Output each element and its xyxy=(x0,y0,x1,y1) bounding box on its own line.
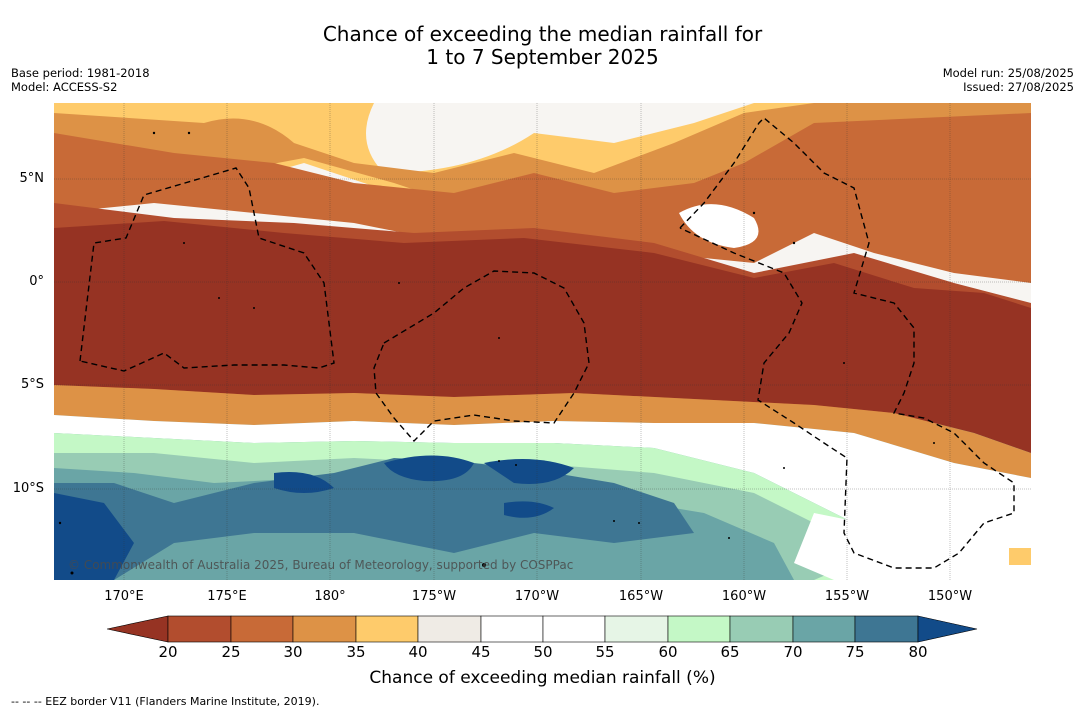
map-transition-orange xyxy=(54,385,1031,478)
lat-label-10s: 10°S xyxy=(12,481,44,496)
colorbar-tick-25: 25 xyxy=(221,643,241,661)
map-area-75-80 xyxy=(54,458,694,580)
lon-label-170e: 170°E xyxy=(104,589,144,604)
base-period: Base period: 1981-2018 xyxy=(11,66,150,80)
colorbar-label: Chance of exceeding median rainfall (%) xyxy=(369,668,716,688)
colorbar-tick-60: 60 xyxy=(658,643,678,661)
colorbar-bin-50-55 xyxy=(542,615,606,643)
lon-label-175e: 175°E xyxy=(207,589,247,604)
map-area-above-80-small xyxy=(274,472,334,493)
colorbar-bin-60-65 xyxy=(667,615,731,643)
map-pocket-white xyxy=(679,204,759,248)
graticule xyxy=(54,103,1031,580)
map-area-above-80-east xyxy=(484,459,574,484)
map-area-southeast-orange xyxy=(1009,548,1031,565)
lon-label-150w: 150°W xyxy=(927,589,973,604)
map-title-line1: Chance of exceeding the median rainfall … xyxy=(322,22,763,46)
lat-label-0: 0° xyxy=(29,274,44,289)
map-title-line2: 1 to 7 September 2025 xyxy=(426,45,659,69)
map-area-25-30 xyxy=(54,113,1031,283)
lon-label-160w: 160°W xyxy=(721,589,767,604)
colorbar-tick-75: 75 xyxy=(845,643,865,661)
colorbar-extend-high xyxy=(917,615,978,643)
colorbar-bin-75-80 xyxy=(854,615,919,643)
colorbar-bin-55-60 xyxy=(604,615,669,643)
colorbar-tick-65: 65 xyxy=(720,643,740,661)
meta-left: Base period: 1981-2018 Model: ACCESS-S2 xyxy=(11,66,150,94)
map-area-above-80-south xyxy=(504,501,554,518)
map-area-above-80-west xyxy=(54,493,134,580)
lon-label-175w: 175°W xyxy=(411,589,457,604)
colorbar-bin-25-30 xyxy=(230,615,294,643)
colorbar-tick-35: 35 xyxy=(346,643,366,661)
colorbar-tick-50: 50 xyxy=(533,643,553,661)
colorbar-tick-40: 40 xyxy=(408,643,428,661)
lon-label-155w: 155°W xyxy=(824,589,870,604)
colorbar xyxy=(107,615,978,643)
colorbar-bin-40-45 xyxy=(417,615,482,643)
eez-footnote: -- -- -- EEZ border V11 (Flanders Marine… xyxy=(11,695,320,708)
colorbar-extend-low xyxy=(107,615,169,643)
colorbar-bin-65-70 xyxy=(729,615,794,643)
map-credit: © Commonwealth of Australia 2025, Bureau… xyxy=(68,558,574,572)
colorbar-tick-30: 30 xyxy=(283,643,303,661)
colorbar-bin-30-35 xyxy=(292,615,357,643)
colorbar-bin-70-75 xyxy=(792,615,856,643)
colorbar-tick-70: 70 xyxy=(783,643,803,661)
colorbar-tick-20: 20 xyxy=(158,643,178,661)
colorbar-bin-20-25 xyxy=(167,615,232,643)
colorbar-tick-80: 80 xyxy=(908,643,928,661)
lon-label-170w: 170°W xyxy=(514,589,560,604)
lat-label-5n: 5°N xyxy=(19,171,45,186)
map-area-below-20 xyxy=(54,221,1031,453)
colorbar-tick-55: 55 xyxy=(595,643,615,661)
colorbar-bin-45-50 xyxy=(480,615,544,643)
map-transition-white xyxy=(54,415,1031,580)
meta-right: Model run: 25/08/2025 Issued: 27/08/2025 xyxy=(943,66,1074,94)
map-area-above-80-center xyxy=(384,455,474,482)
model-run-date: Model run: 25/08/2025 xyxy=(942,66,1074,80)
rainfall-map xyxy=(54,103,1031,580)
lat-label-5s: 5°S xyxy=(20,377,44,392)
map-area-southeast-white xyxy=(794,513,1031,580)
lon-label-165w: 165°W xyxy=(618,589,664,604)
issued-date: Issued: 27/08/2025 xyxy=(963,80,1074,94)
eez-borders xyxy=(79,117,1015,569)
model-name: Model: ACCESS-S2 xyxy=(11,80,118,94)
islands xyxy=(58,131,935,575)
colorbar-tick-45: 45 xyxy=(471,643,491,661)
colorbar-bin-35-40 xyxy=(355,615,419,643)
lon-label-180: 180° xyxy=(314,589,346,604)
